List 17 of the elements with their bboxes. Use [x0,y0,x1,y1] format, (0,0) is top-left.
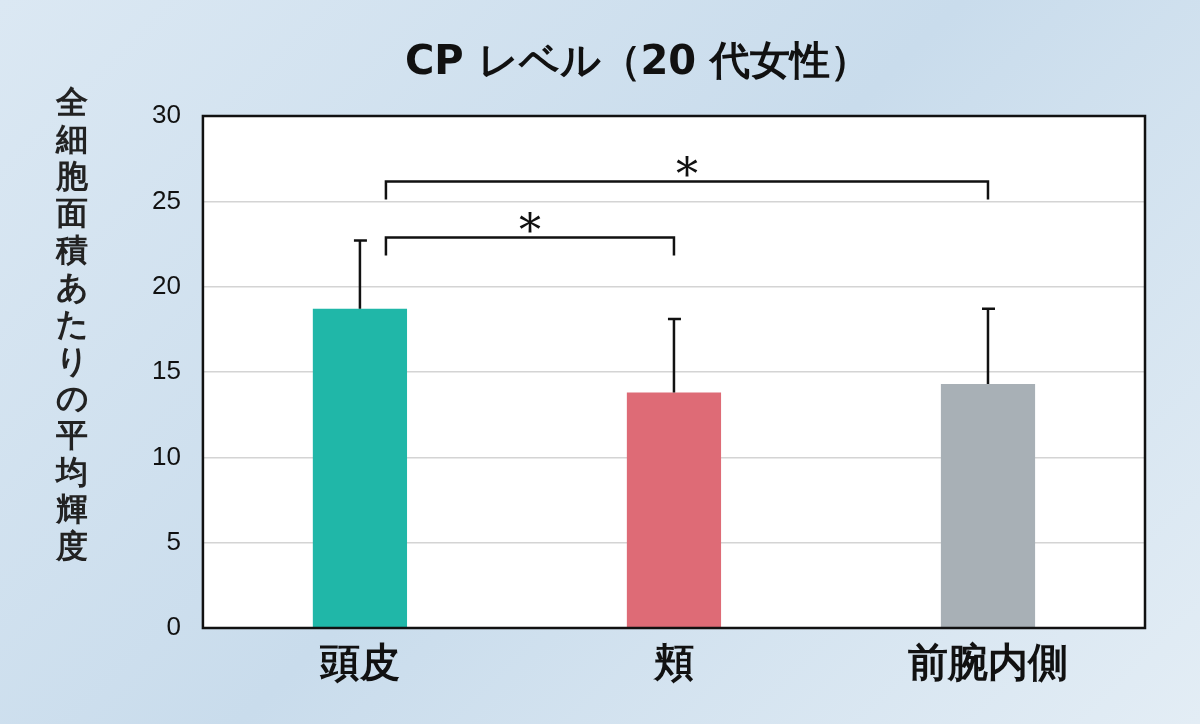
text: 全細胞面積あたりの平均輝度 [55,83,89,565]
y-tick-label: 0 [166,611,181,642]
annotation: * [675,148,698,200]
y-tick-label: 25 [152,184,181,215]
annotation: * [518,204,541,256]
bar [312,308,408,628]
y-tick-label: 10 [152,440,181,471]
y-tick-label: 15 [152,355,181,386]
bar [626,392,722,628]
x-tick-label: 頬 [652,639,694,686]
x-tick-label: 頭皮 [318,639,400,686]
chart-title: CP レベル（20 代女性） [404,37,871,84]
y-tick-label: 30 [152,99,181,130]
bar [940,383,1036,628]
y-tick-label: 5 [166,525,181,556]
x-tick-label: 前腕内側 [907,639,1068,686]
y-tick-label: 20 [152,269,181,300]
